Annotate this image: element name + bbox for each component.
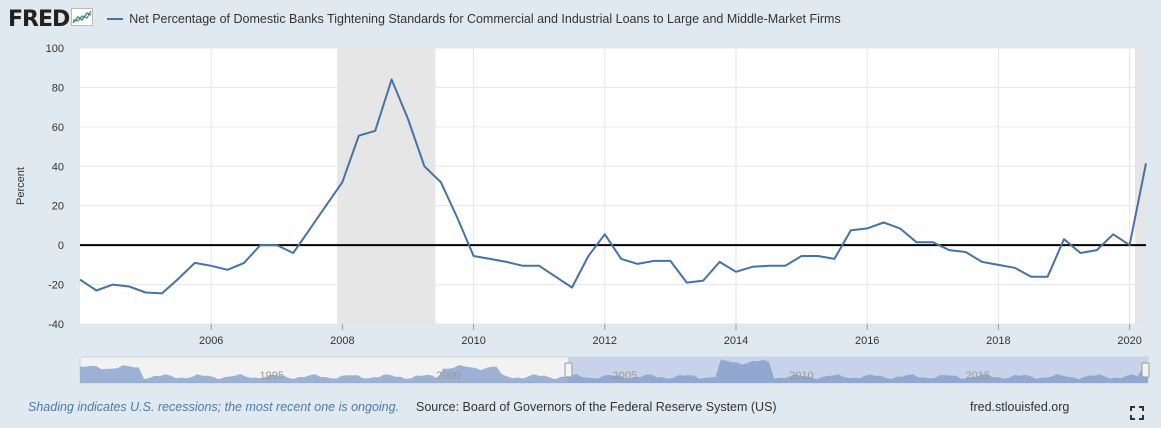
- y-tick-label: 80: [52, 82, 64, 94]
- navigator-handle[interactable]: [1141, 362, 1150, 378]
- site-link[interactable]: fred.stlouisfed.org: [970, 400, 1070, 414]
- x-tick-label: 2016: [855, 335, 879, 347]
- navigator-label: 2015: [966, 370, 990, 382]
- y-tick-label: -40: [48, 319, 64, 331]
- navigator-label: 2005: [613, 370, 637, 382]
- y-tick-label: 100: [46, 43, 64, 55]
- recession-band: [1134, 48, 1146, 324]
- chart-line-icon: [71, 7, 94, 32]
- line-chart: -40 -20 0 20 40 60 80 100 2006 2008 2010 2012 2014 20…: [15, 43, 1150, 384]
- y-tick-label: 20: [52, 201, 64, 213]
- x-tick-label: 2014: [724, 335, 748, 347]
- logo-text: FRED: [8, 6, 70, 32]
- series-line: [79, 78, 1147, 295]
- navigator-label: 2010: [789, 370, 813, 382]
- navigator-label: 1995: [260, 370, 284, 382]
- y-tick-label: 0: [58, 240, 64, 252]
- x-tick-label: 2012: [593, 335, 617, 347]
- x-tick-label: 2018: [986, 335, 1010, 347]
- y-tick-label: -20: [48, 280, 64, 292]
- navigator-handle[interactable]: [564, 362, 573, 378]
- navigator-series: [80, 359, 1148, 383]
- y-tick-label: 40: [52, 161, 64, 173]
- series-title: Net Percentage of Domestic Banks Tighten…: [129, 12, 841, 26]
- source-text: Source: Board of Governors of the Federa…: [416, 400, 777, 414]
- y-tick-label: 60: [52, 122, 64, 134]
- fullscreen-icon[interactable]: [1130, 406, 1144, 420]
- y-axis-label: Percent: [15, 167, 27, 205]
- recession-band: [337, 48, 436, 324]
- navigator-label: 2000: [436, 370, 460, 382]
- x-tick-label: 2008: [330, 335, 354, 347]
- legend-series-swatch: [107, 18, 124, 20]
- plot-area: [80, 48, 1146, 324]
- x-tick-label: 2010: [461, 335, 485, 347]
- recession-note: Shading indicates U.S. recessions; the m…: [28, 400, 400, 414]
- x-tick-label: 2020: [1117, 335, 1141, 347]
- fred-logo[interactable]: FRED: [8, 6, 94, 32]
- chart-header: FRED Net Percentage of Domestic Banks Ti…: [8, 6, 841, 32]
- x-tick-label: 2006: [199, 335, 223, 347]
